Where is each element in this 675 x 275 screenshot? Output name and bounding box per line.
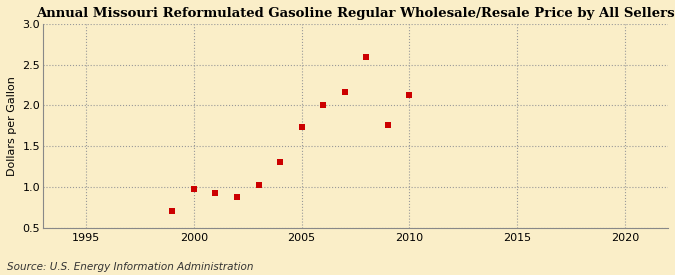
Point: [167, 209, 178, 214]
Point: [210, 191, 221, 195]
Point: [361, 55, 372, 59]
Point: [340, 90, 350, 95]
Point: [275, 160, 286, 164]
Point: [383, 123, 394, 127]
Point: [253, 182, 264, 187]
Y-axis label: Dollars per Gallon: Dollars per Gallon: [7, 76, 17, 176]
Text: Source: U.S. Energy Information Administration: Source: U.S. Energy Information Administ…: [7, 262, 253, 272]
Point: [232, 195, 242, 199]
Point: [404, 93, 415, 97]
Point: [296, 124, 307, 129]
Point: [318, 102, 329, 107]
Point: [188, 186, 199, 191]
Title: Annual Missouri Reformulated Gasoline Regular Wholesale/Resale Price by All Sell: Annual Missouri Reformulated Gasoline Re…: [36, 7, 675, 20]
